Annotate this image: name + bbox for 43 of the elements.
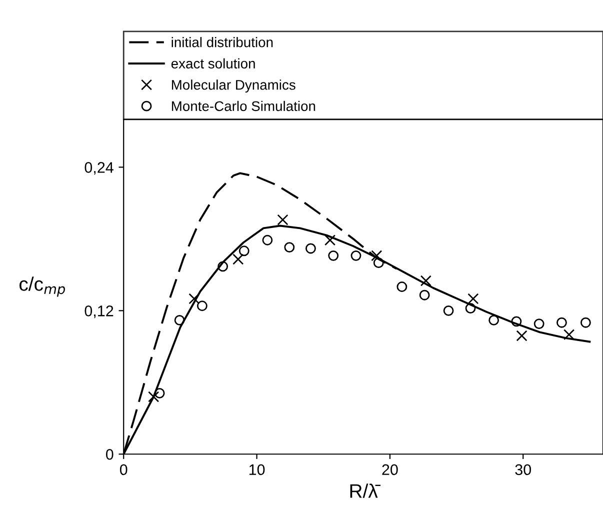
x-tick-label: 0 — [120, 464, 128, 476]
point — [419, 290, 430, 300]
y-tick-label: 0 — [106, 448, 114, 460]
legend-label: Molecular Dynamics — [172, 80, 296, 93]
legend-label: exact solution — [171, 58, 255, 69]
point — [232, 254, 244, 265]
x-axis-title: R/λ̄ — [350, 484, 380, 498]
point — [154, 388, 165, 398]
point — [511, 316, 522, 327]
point — [284, 242, 295, 253]
point — [324, 234, 336, 246]
point — [420, 275, 432, 286]
point — [443, 305, 454, 316]
y-axis-title: c/c$_{mp}$ — [20, 276, 65, 297]
point — [174, 315, 185, 326]
legend-label: Monte-Carlo Simulation — [172, 100, 316, 112]
legend-label: initial distribution — [172, 37, 273, 48]
point — [488, 315, 500, 326]
x-tick-label: 10 — [249, 464, 265, 476]
point — [306, 243, 316, 254]
point — [396, 282, 408, 292]
point — [373, 258, 384, 268]
point — [516, 330, 528, 342]
point — [468, 293, 479, 304]
x-tick-label: 30 — [515, 464, 531, 476]
point — [328, 250, 339, 261]
x-tick-label: 20 — [382, 464, 398, 476]
y-tick-label: 0,24 — [84, 162, 114, 175]
y-tick-label: 0,12 — [84, 306, 114, 318]
point — [262, 234, 273, 246]
point — [238, 246, 250, 256]
point — [148, 391, 160, 402]
point — [556, 317, 567, 328]
point — [188, 293, 200, 304]
point — [580, 317, 591, 328]
point — [350, 250, 362, 261]
point — [196, 300, 208, 312]
point — [465, 303, 476, 314]
point — [371, 250, 382, 262]
point — [218, 261, 228, 272]
point — [277, 214, 288, 226]
point — [534, 318, 544, 330]
point — [563, 329, 575, 340]
